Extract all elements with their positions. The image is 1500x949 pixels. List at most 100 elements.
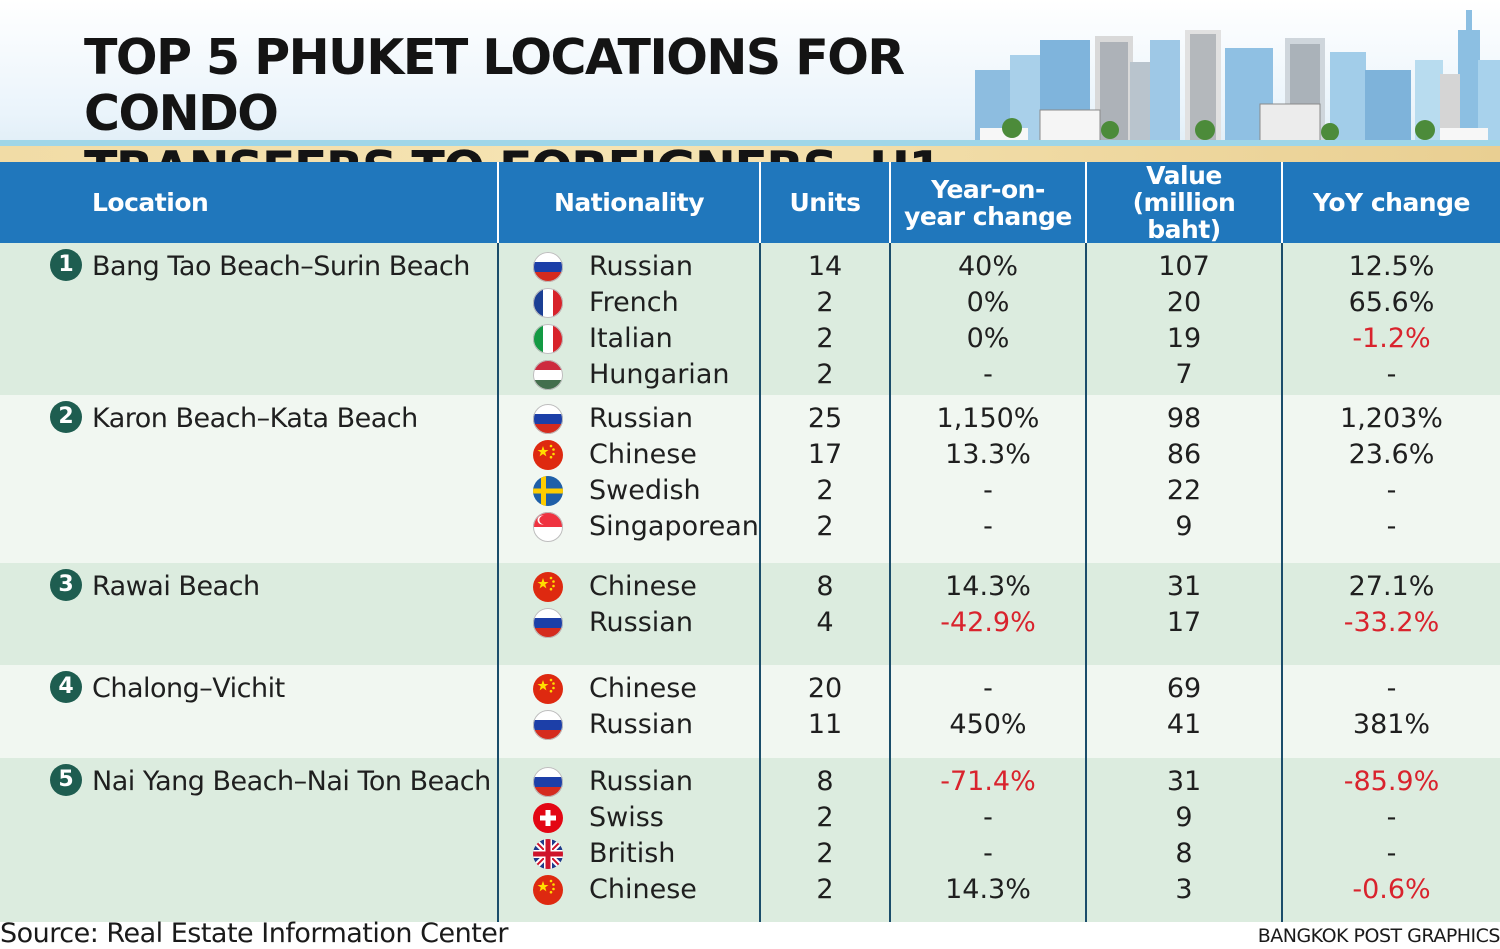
russia-flag-icon (533, 252, 563, 282)
russia-flag-icon (533, 608, 563, 638)
hungary-flag-icon (533, 360, 563, 390)
table-body: 1 Bang Tao Beach–Surin Beach Russian French… (0, 243, 1500, 922)
nationality-cell: Russian Swiss British Chinese (497, 758, 760, 922)
france-flag-icon (533, 288, 563, 318)
rank-badge: 5 (50, 764, 82, 796)
location-cell: 5 Nai Yang Beach–Nai Ton Beach (0, 758, 498, 922)
russia-flag-icon (533, 710, 563, 740)
russia-flag-icon (533, 767, 563, 797)
nationality-cell: Chinese Russian (497, 665, 760, 758)
value-yoy-cell: 12.5% 65.6% -1.2% - (1281, 243, 1500, 395)
location-cell: 1 Bang Tao Beach–Surin Beach (0, 243, 498, 395)
italy-flag-icon (533, 324, 563, 354)
units-yoy-value: - (983, 802, 993, 833)
units-yoy-value: - (983, 359, 993, 390)
rank-badge: 3 (50, 569, 82, 601)
value-yoy-value: 65.6% (1348, 287, 1435, 318)
nationality-label: Russian (589, 403, 693, 434)
column-header-location: Location (0, 162, 498, 243)
nationality-entry: Chinese (499, 437, 759, 473)
uk-flag-icon (533, 839, 563, 869)
value-yoy-value: - (1386, 475, 1397, 506)
value-amount: 22 (1166, 475, 1202, 506)
nationality-entry: Chinese (499, 671, 759, 707)
nationality-label: Swedish (589, 475, 701, 506)
units-yoy-value: 450% (949, 709, 1027, 740)
nationality-entry: Russian (499, 249, 759, 285)
nationality-cell: Russian Chinese Swedish Singaporean (497, 395, 760, 563)
nationality-entry: French (499, 285, 759, 321)
location-row-1: 1 Bang Tao Beach–Surin Beach Russian French… (0, 243, 1500, 395)
nationality-entry: Russian (499, 605, 759, 641)
nationality-label: Russian (589, 607, 693, 638)
value-yoy-value: 23.6% (1348, 439, 1435, 470)
units-yoy-value: -42.9% (940, 607, 1036, 638)
location-row-5: 5 Nai Yang Beach–Nai Ton Beach Russian Swis… (0, 758, 1500, 922)
column-header-yoy-change: Year-on-year change (889, 162, 1086, 243)
units-yoy-value: 14.3% (945, 874, 1031, 905)
units-yoy-cell: -71.4% - - 14.3% (889, 758, 1086, 922)
units-yoy-cell: 40% 0% 0% - (889, 243, 1086, 395)
value-amount: 19 (1166, 323, 1202, 354)
units-yoy-value: 40% (957, 251, 1018, 282)
units-yoy-value: - (983, 511, 993, 542)
value-yoy-cell: 27.1% -33.2% (1281, 563, 1500, 665)
nationality-entry: Russian (499, 401, 759, 437)
units-value: 2 (816, 874, 834, 905)
nationality-label: Hungarian (589, 359, 730, 390)
russia-flag-icon (533, 404, 563, 434)
units-yoy-cell: - 450% (889, 665, 1086, 758)
china-flag-icon (533, 440, 563, 470)
value-amount: 9 (1175, 802, 1193, 833)
value-amount: 17 (1166, 607, 1202, 638)
units-value: 11 (807, 709, 843, 740)
nationality-entry: Russian (499, 707, 759, 743)
graphics-credit: BANGKOK POST GRAPHICS (1257, 925, 1500, 947)
units-value: 17 (807, 439, 843, 470)
singapore-flag-icon (533, 512, 563, 542)
value-yoy-value: 27.1% (1348, 571, 1435, 602)
value-amount: 9 (1175, 511, 1193, 542)
value-yoy-value: - (1386, 673, 1397, 704)
value-yoy-value: - (1386, 511, 1397, 542)
value-amount: 7 (1175, 359, 1193, 390)
value-cell: 107 20 19 7 (1085, 243, 1282, 395)
value-amount: 31 (1166, 766, 1202, 797)
nationality-entry: Chinese (499, 569, 759, 605)
location-name: Rawai Beach (92, 571, 260, 602)
location-row-3: 3 Rawai Beach Chinese Russian 8 4 14.3% -42.9% 3… (0, 563, 1500, 665)
location-cell: 3 Rawai Beach (0, 563, 498, 665)
value-amount: 8 (1175, 838, 1193, 869)
units-value: 8 (816, 766, 834, 797)
value-amount: 41 (1166, 709, 1202, 740)
column-header-value: Value (million baht) (1085, 161, 1282, 244)
value-yoy-value: - (1386, 359, 1397, 390)
rank-badge: 1 (50, 249, 82, 281)
location-name: Karon Beach–Kata Beach (92, 403, 418, 434)
value-amount: 3 (1175, 874, 1193, 905)
nationality-label: Chinese (589, 439, 697, 470)
units-value: 2 (816, 359, 834, 390)
yoy-header-text: Year-on-year change (904, 174, 1072, 231)
rank-badge: 4 (50, 671, 82, 703)
value-header-text: Value (million baht) (1132, 161, 1236, 244)
nationality-label: Russian (589, 766, 693, 797)
value-yoy-value: 381% (1352, 709, 1431, 740)
value-yoy-value: -85.9% (1343, 766, 1440, 797)
location-name: Nai Yang Beach–Nai Ton Beach (92, 766, 491, 797)
nationality-entry: Swedish (499, 473, 759, 509)
column-header-nationality: Nationality (497, 162, 760, 243)
value-amount: 69 (1166, 673, 1202, 704)
nationality-entry: British (499, 836, 759, 872)
header-banner: TOP 5 PHUKET LOCATIONS FOR CONDO TRANSFE… (0, 0, 1500, 162)
units-value: 2 (816, 838, 834, 869)
units-value: 4 (816, 607, 834, 638)
nationality-entry: Italian (499, 321, 759, 357)
units-cell: 25 17 2 2 (759, 395, 890, 563)
location-name: Chalong–Vichit (92, 673, 285, 704)
value-yoy-value: -1.2% (1352, 323, 1431, 354)
nationality-label: Chinese (589, 874, 697, 905)
value-cell: 98 86 22 9 (1085, 395, 1282, 563)
value-amount: 107 (1158, 251, 1210, 282)
